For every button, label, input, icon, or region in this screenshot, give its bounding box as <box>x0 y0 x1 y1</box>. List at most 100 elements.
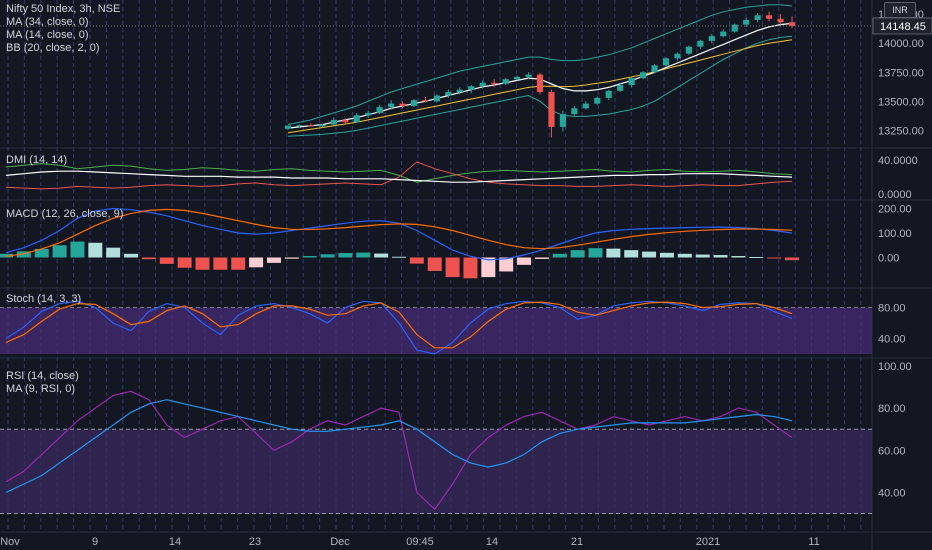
macd-histogram-bar <box>677 253 692 258</box>
candle-body <box>628 78 635 86</box>
time-axis-label: Dec <box>330 536 350 548</box>
macd-histogram-bar <box>785 257 799 261</box>
rsi-pane-legend: RSI (14, close) MA (9, RSI, 0) <box>6 370 79 396</box>
time-axis-label: 23 <box>249 536 261 548</box>
macd-histogram-bar <box>445 257 460 278</box>
candle-body <box>766 15 773 19</box>
candle-body <box>456 89 463 93</box>
minus-di-line <box>5 161 793 190</box>
macd-histogram-bar <box>52 245 67 258</box>
bb-upper-line <box>287 4 793 126</box>
stoch-tick-label: 80.00 <box>878 303 906 315</box>
time-axis-label: 2021 <box>696 536 720 548</box>
candle-body <box>410 100 418 106</box>
rsi-tick-label: 100.00 <box>878 361 912 373</box>
candle-body <box>491 82 498 84</box>
candle-body <box>536 74 544 93</box>
candle-body <box>422 100 429 102</box>
symbol-title: Nifty 50 Index, 3h, NSE <box>6 3 121 15</box>
rsi-ma-line <box>5 399 793 493</box>
macd-signal-line <box>5 208 793 257</box>
macd-histogram-bar <box>16 251 31 258</box>
candle-body <box>582 103 589 109</box>
stoch-tick-label: 40.00 <box>878 334 906 346</box>
macd-histogram-bar <box>320 254 335 258</box>
candle-body <box>697 40 704 47</box>
macd-histogram-bar <box>356 252 371 258</box>
macd-histogram-bar <box>517 257 532 265</box>
macd-histogram-bar <box>695 254 710 258</box>
price-tick-label: 13750.00 <box>878 67 924 79</box>
candle-body <box>685 46 692 54</box>
stoch-d-line <box>5 301 793 349</box>
price-tick-label: 13250.00 <box>878 125 924 137</box>
macd-histogram-bar <box>606 248 621 258</box>
macd-histogram-bar <box>266 257 281 263</box>
candle-body <box>617 85 624 91</box>
rsi-tick-label: 40.00 <box>878 487 906 499</box>
bb-legend: BB (20, close, 2, 0) <box>6 42 100 54</box>
dmi-tick-label: 40.0000 <box>878 155 918 167</box>
candle-body <box>743 19 750 25</box>
macd-tick-label: 100.00 <box>878 228 912 240</box>
macd-histogram-bar <box>213 257 228 270</box>
dmi-tick-label: 0.0000 <box>878 189 912 201</box>
candle-body <box>605 90 612 98</box>
candle-body <box>754 15 761 20</box>
time-axis-label: 21 <box>571 536 583 548</box>
rsi-line <box>5 390 793 511</box>
rsi-ma-legend: MA (9, RSI, 0) <box>6 383 76 395</box>
macd-histogram-bar <box>141 257 156 260</box>
macd-histogram-bar <box>409 257 424 264</box>
price-tick-label: 14000.00 <box>878 38 924 50</box>
macd-histogram-bar <box>767 257 782 259</box>
bb-lower-line <box>287 35 793 137</box>
candle-body <box>662 58 670 66</box>
macd-tick-label: 200.00 <box>878 203 912 215</box>
candle-body <box>479 82 486 87</box>
candle-body <box>365 112 372 116</box>
rsi-legend: RSI (14, close) <box>6 370 79 382</box>
time-axis-label: 14 <box>486 536 498 548</box>
candle-body <box>376 107 383 113</box>
candle-body <box>708 36 715 41</box>
macd-histogram-bar <box>570 250 585 258</box>
macd-histogram-bar <box>159 257 174 264</box>
macd-histogram-bar <box>534 257 549 259</box>
macd-histogram-bar <box>499 257 514 272</box>
ma34-legend: MA (34, close, 0) <box>6 16 89 28</box>
macd-histogram-bar <box>124 253 139 258</box>
candle-body <box>307 125 314 127</box>
time-axis-label: 09:45 <box>406 536 434 548</box>
candle-body <box>502 79 509 84</box>
candle-body <box>777 18 784 23</box>
stoch-legend: Stoch (14, 3, 3) <box>6 293 82 305</box>
candle-body <box>319 124 326 127</box>
macd-histogram-bar <box>34 248 49 258</box>
macd-histogram-bar <box>284 257 299 259</box>
currency-badge[interactable]: INR <box>884 2 916 18</box>
price-tick-label: 13500.00 <box>878 96 924 108</box>
macd-histogram-bar <box>642 251 657 258</box>
candle-body <box>445 92 452 96</box>
plus-di-line <box>5 163 793 183</box>
candle-body <box>548 92 555 127</box>
time-axis-label: 14 <box>169 536 181 548</box>
candle-body <box>674 53 681 59</box>
rsi-tick-label: 60.00 <box>878 445 906 457</box>
time-axis-label: 11 <box>808 536 819 548</box>
ma14-legend: MA (14, close, 0) <box>6 29 89 41</box>
candle-body <box>514 76 521 80</box>
adx-line <box>5 170 793 183</box>
macd-histogram-bar <box>392 256 406 258</box>
candle-body <box>720 31 727 37</box>
dmi-legend: DMI (14, 14) <box>6 154 68 166</box>
candle-body <box>788 22 796 26</box>
candle-body <box>433 95 440 102</box>
macd-histogram-bar <box>713 255 728 258</box>
macd-line <box>5 207 793 261</box>
time-axis-label: Nov <box>0 536 20 548</box>
macd-histogram-bar <box>427 257 442 271</box>
macd-histogram-bar <box>177 257 192 268</box>
